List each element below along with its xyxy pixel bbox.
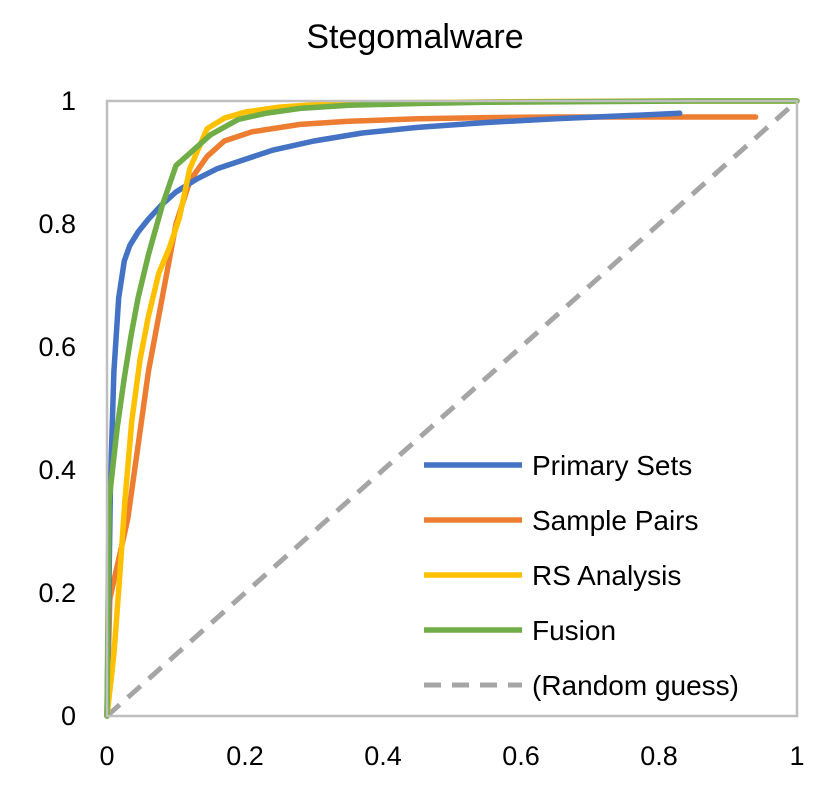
y-tick-label: 0.6 [38,332,76,362]
y-tick-label: 0.4 [38,455,76,485]
plot-area-border [105,99,799,718]
series-line-primary-sets [104,110,683,719]
x-tick-label: 0.6 [502,741,540,771]
series-line-random-guess [105,99,799,718]
x-tick-label: 1 [789,741,804,771]
legend-label-fusion: Fusion [532,615,616,646]
legend-label-primary-sets: Primary Sets [532,450,692,481]
y-tick-label: 0.2 [38,578,76,608]
x-tick-label: 0.4 [364,741,402,771]
chart-title: Stegomalware [306,18,523,56]
series-layer [104,98,800,719]
legend-label-rs-analysis: RS Analysis [532,560,681,591]
y-tick-label: 0 [61,701,76,731]
x-tick-label: 0.2 [226,741,264,771]
x-tick-label: 0 [99,741,114,771]
x-tick-label: 0.8 [640,741,678,771]
legend-label-random-guess: (Random guess) [532,670,739,701]
y-tick-label: 1 [61,86,76,116]
y-tick-label: 0.8 [38,209,76,239]
legend-label-sample-pairs: Sample Pairs [532,505,699,536]
legend: Primary Sets Sample Pairs RS Analysis Fusio… [424,450,739,701]
y-axis-ticks: 0 0.2 0.4 0.6 0.8 1 [38,86,76,731]
series-line-sample-pairs [104,114,759,719]
x-axis-ticks: 0 0.2 0.4 0.6 0.8 1 [99,741,804,771]
series-line-fusion [104,98,800,719]
